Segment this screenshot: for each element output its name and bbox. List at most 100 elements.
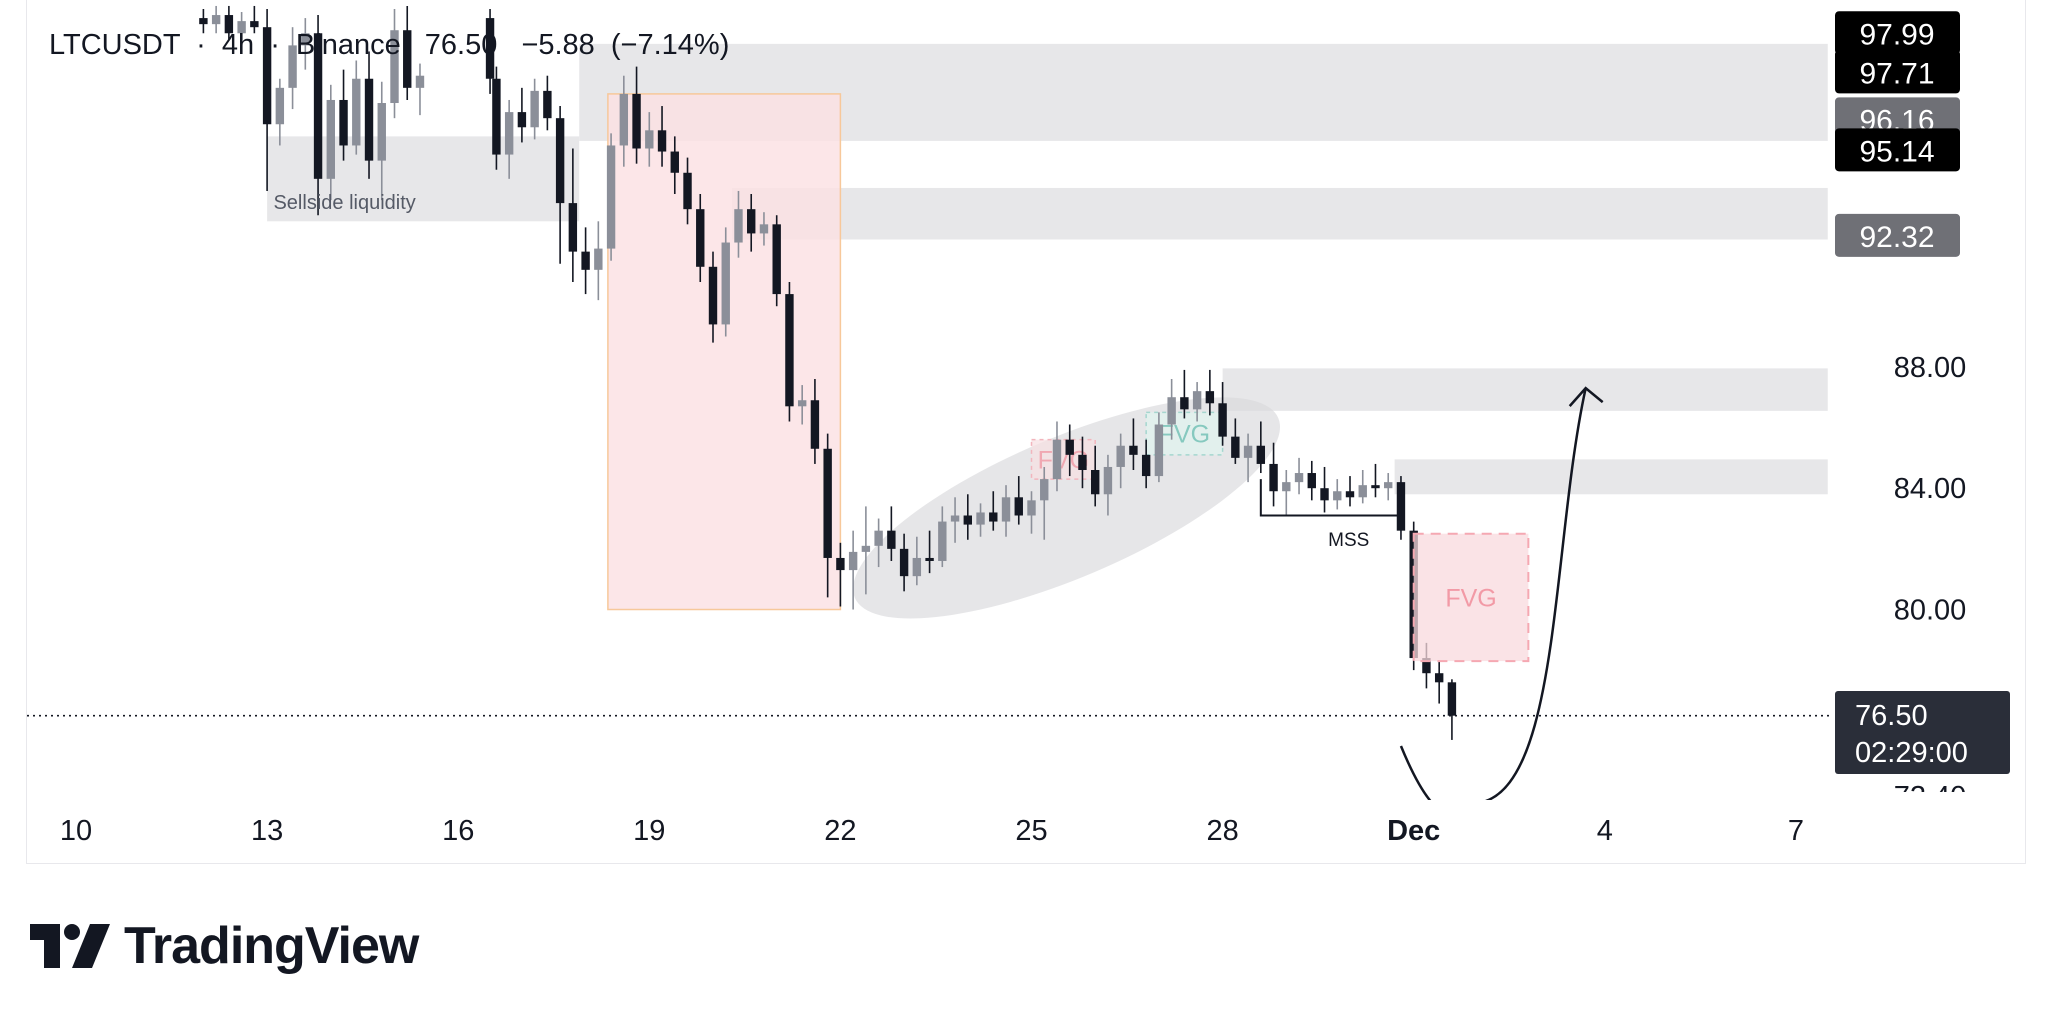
candle[interactable] [848,530,858,610]
candle[interactable] [785,281,794,422]
consolidation-ellipse[interactable] [827,354,1305,663]
bearish-order-block[interactable] [607,93,842,611]
candle[interactable] [262,8,272,191]
candle[interactable] [619,75,629,167]
candle[interactable] [1065,424,1074,477]
candle[interactable] [899,533,909,592]
candle[interactable] [1052,421,1062,492]
candle[interactable] [1447,679,1457,740]
candle[interactable] [517,87,527,143]
candle[interactable] [657,106,667,167]
candle[interactable] [1333,479,1342,510]
fvg-zone-main[interactable] [1412,532,1530,663]
candle[interactable] [1294,457,1304,495]
candle[interactable] [759,212,769,246]
candle[interactable] [696,193,705,282]
candle[interactable] [1103,454,1113,516]
candle[interactable] [976,503,985,537]
candle[interactable] [721,227,730,337]
candle[interactable] [887,506,896,561]
candle[interactable] [606,133,616,261]
candle[interactable] [555,106,565,264]
candle[interactable] [543,75,552,131]
candle[interactable] [1001,485,1011,537]
candle[interactable] [797,385,807,425]
candle[interactable] [1282,470,1291,516]
candle[interactable] [364,51,374,179]
price-label-box[interactable]: 97.99 [1835,11,1960,55]
candle[interactable] [1192,382,1202,422]
candle[interactable] [390,8,399,119]
candle[interactable] [950,497,960,543]
candle[interactable] [1358,470,1367,504]
candle[interactable] [1154,412,1164,483]
candle[interactable] [1129,418,1138,471]
candle[interactable] [1078,436,1087,489]
price-label-box[interactable]: 97.71 [1835,50,1960,94]
candle[interactable] [938,506,947,568]
candle[interactable] [1256,421,1266,474]
price-label-box[interactable]: 92.32 [1835,213,1960,257]
current-price-box[interactable]: 76.50 02:29:00 [1835,691,2010,774]
candle[interactable] [874,518,883,568]
tradingview-logo[interactable]: TradingView [30,916,419,976]
candle[interactable] [492,66,501,170]
candle[interactable] [989,491,998,531]
candle[interactable] [1091,445,1100,507]
mss-line[interactable] [1259,479,1402,517]
price-label-box[interactable]: 95.14 [1835,128,1960,172]
candle[interactable] [734,190,743,258]
candle[interactable] [772,215,781,307]
candle[interactable] [963,494,972,540]
candle[interactable] [530,78,539,140]
candle[interactable] [1371,463,1380,498]
candle[interactable] [403,5,412,100]
candle[interactable] [485,8,495,94]
candle[interactable] [823,433,832,598]
candle[interactable] [1116,433,1125,489]
candle[interactable] [683,157,692,225]
candle[interactable] [810,379,820,464]
candle[interactable] [415,63,425,116]
candle[interactable] [250,5,259,34]
candle[interactable] [339,69,348,161]
candle[interactable] [1167,379,1176,440]
candle[interactable] [925,530,934,574]
candle[interactable] [288,27,297,110]
resistance-zone-84[interactable] [1394,459,1828,495]
candle[interactable] [1434,661,1444,704]
candle[interactable] [326,84,335,201]
candle[interactable] [199,8,208,34]
candle[interactable] [1205,369,1215,416]
candle[interactable] [912,536,922,586]
candle[interactable] [1218,382,1227,446]
candle[interactable] [237,12,246,43]
candle[interactable] [301,18,310,70]
candle[interactable] [1345,476,1355,507]
candle[interactable] [836,542,845,607]
candle[interactable] [581,227,590,295]
second-liquidity-zone[interactable] [732,187,1828,240]
candle[interactable] [211,5,221,34]
candle[interactable] [645,112,654,167]
candle[interactable] [1269,442,1278,507]
resistance-zone-88[interactable] [1222,368,1828,411]
candle[interactable] [1231,418,1240,464]
candle[interactable] [1180,369,1189,419]
chart-panel[interactable]: FVG FVG FVG Sellside liquidity MSS 10 13 16 19… [26,0,2026,864]
candle[interactable] [670,136,679,194]
candle[interactable] [708,251,718,343]
candle[interactable] [275,78,285,146]
candle[interactable] [568,148,578,282]
candle[interactable] [352,60,361,155]
candle[interactable] [224,5,234,40]
candle[interactable] [313,15,323,216]
candle[interactable] [1384,473,1393,501]
candle[interactable] [1027,491,1036,534]
candle[interactable] [594,221,603,301]
candle[interactable] [1307,460,1316,501]
projection-arrow[interactable] [1399,387,1587,815]
candle[interactable] [1141,439,1151,489]
candle[interactable] [861,506,871,595]
